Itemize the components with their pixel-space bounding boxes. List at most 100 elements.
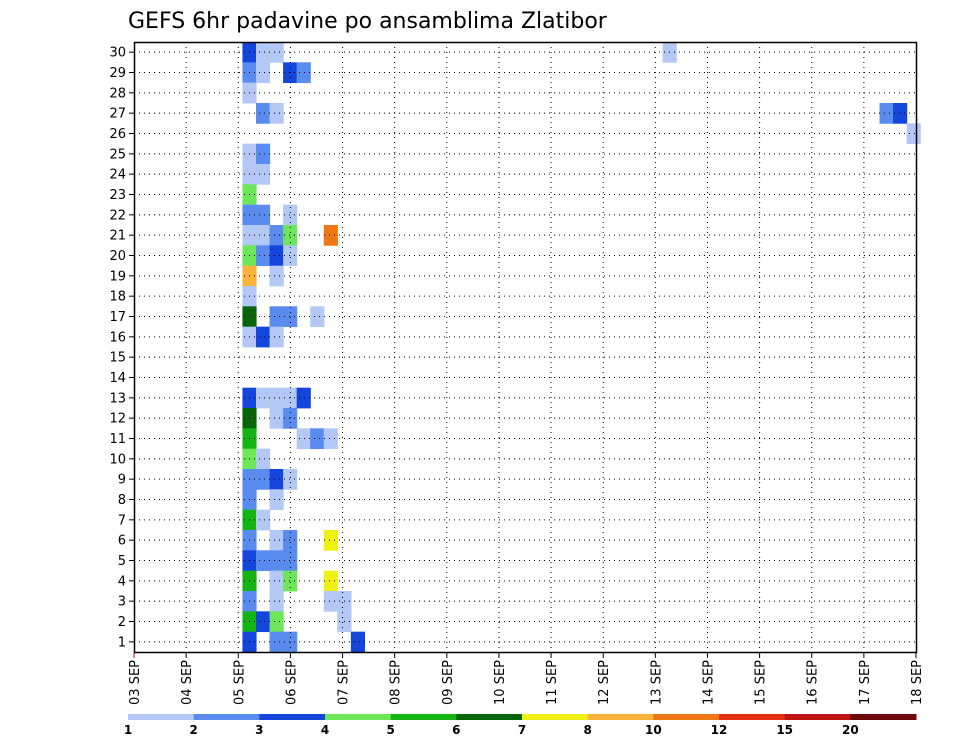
colorbar-label: 1: [124, 723, 132, 737]
y-tick-label: 6: [118, 534, 126, 549]
y-tick-label: 12: [109, 412, 126, 427]
heatmap-cell: [269, 265, 284, 287]
y-tick-label: 17: [109, 310, 126, 325]
colorbar-segment: [128, 714, 195, 720]
heatmap-cell: [269, 611, 284, 633]
heatmap-cell: [255, 204, 271, 226]
heatmap-cell: [269, 631, 284, 653]
heatmap-cell: [269, 469, 284, 490]
y-tick-label: 16: [109, 330, 126, 345]
colorbar-label: 12: [711, 723, 728, 737]
y-tick-label: 23: [109, 188, 126, 203]
colorbar-segment: [784, 714, 851, 720]
heatmap-cell: [255, 509, 271, 531]
heatmap-cell: [283, 469, 298, 490]
y-tick-label: 1: [118, 635, 126, 650]
x-tick-label: 06 SEP: [284, 660, 299, 705]
y-tick-label: 11: [109, 432, 126, 447]
heatmap-cell: [323, 428, 338, 450]
x-tick-label: 09 SEP: [441, 660, 456, 705]
heatmap-cell: [255, 103, 271, 124]
colorbar-segment: [850, 714, 917, 720]
colorbar-segment: [587, 714, 654, 720]
heatmap-cell: [255, 611, 271, 633]
heatmap-cell: [255, 164, 271, 185]
y-tick-label: 7: [118, 513, 126, 528]
heatmap-cell: [255, 387, 271, 409]
heatmap-cell: [323, 530, 338, 551]
y-tick-label: 29: [109, 66, 126, 81]
heatmap-cell: [283, 530, 298, 551]
y-tick-label: 4: [118, 574, 126, 589]
heatmap-cell: [269, 387, 284, 409]
x-tick-label: 08 SEP: [389, 660, 404, 705]
heatmap-cell: [255, 225, 271, 246]
x-tick-label: 14 SEP: [701, 660, 716, 705]
heatmap-cell: [906, 123, 921, 145]
heatmap-cell: [893, 103, 908, 124]
y-tick-label: 26: [109, 127, 126, 142]
colorbar-label: 8: [583, 723, 591, 737]
x-tick-label: 10 SEP: [493, 660, 508, 705]
heatmap-cell: [255, 245, 271, 267]
x-tick-label: 07 SEP: [337, 660, 352, 705]
y-tick-label: 20: [109, 249, 126, 264]
heatmap-cell: [310, 306, 325, 328]
heatmap-cell: [269, 570, 284, 592]
heatmap-cell: [323, 570, 338, 592]
colorbar-label: 7: [518, 723, 526, 737]
heatmap-cell: [879, 103, 894, 124]
heatmap-cell: [310, 428, 325, 450]
heatmap-cell: [323, 225, 338, 246]
cells-layer: [242, 42, 921, 653]
y-tick-label: 14: [109, 371, 126, 386]
colorbar: 1 2 3 4 5 6 7 8 10 12 15 20: [124, 714, 917, 737]
heatmap-cell: [255, 326, 271, 348]
heatmap-cell: [269, 103, 284, 124]
grid-layer: [134, 42, 916, 652]
colorbar-label: 3: [255, 723, 263, 737]
heatmap-cell: [255, 42, 271, 63]
heatmap-cell: [269, 42, 284, 63]
heatmap-cell: [283, 225, 298, 246]
heatmap-cell: [269, 591, 284, 612]
y-tick-label: 30: [109, 46, 126, 61]
y-axis: 1234567891011121314151617181920212223242…: [109, 46, 134, 650]
x-tick-label: 03 SEP: [128, 660, 143, 705]
heatmap-cell: [296, 387, 311, 409]
heatmap-cell: [296, 62, 311, 84]
y-tick-label: 3: [118, 595, 126, 610]
heatmap-cell: [283, 306, 298, 328]
y-tick-label: 19: [109, 269, 126, 284]
heatmap-cell: [269, 245, 284, 267]
colorbar-label: 15: [776, 723, 793, 737]
colorbar-label: 6: [452, 723, 460, 737]
x-axis: 03 SEP 04 SEP 05 SEP 06 SEP 07 SEP 08 SEP 09 S…: [128, 652, 925, 705]
x-tick-label: 12 SEP: [597, 660, 612, 705]
y-tick-label: 25: [109, 147, 126, 162]
y-tick-label: 5: [118, 554, 126, 569]
heatmap-cell: [283, 245, 298, 267]
heatmap-cell: [269, 550, 284, 572]
colorbar-label: 10: [645, 723, 662, 737]
y-tick-label: 28: [109, 86, 126, 101]
y-tick-label: 22: [109, 208, 126, 223]
x-tick-label: 17 SEP: [858, 660, 873, 705]
heatmap-cell: [283, 570, 298, 592]
y-tick-label: 10: [109, 452, 126, 467]
colorbar-segment: [259, 714, 326, 720]
x-tick-label: 15 SEP: [754, 660, 769, 705]
heatmap-cell: [283, 387, 298, 409]
colorbar-label: 2: [189, 723, 197, 737]
y-tick-label: 15: [109, 351, 126, 366]
y-tick-label: 18: [109, 290, 126, 305]
colorbar-segment: [522, 714, 589, 720]
heatmap-cell: [255, 550, 271, 572]
colorbar-segment: [390, 714, 457, 720]
y-tick-label: 13: [109, 391, 126, 406]
colorbar-segment: [653, 714, 720, 720]
x-tick-label: 18 SEP: [910, 660, 925, 705]
colorbar-label: 4: [321, 723, 329, 737]
y-tick-label: 21: [109, 229, 126, 244]
heatmap-cell: [283, 408, 298, 429]
